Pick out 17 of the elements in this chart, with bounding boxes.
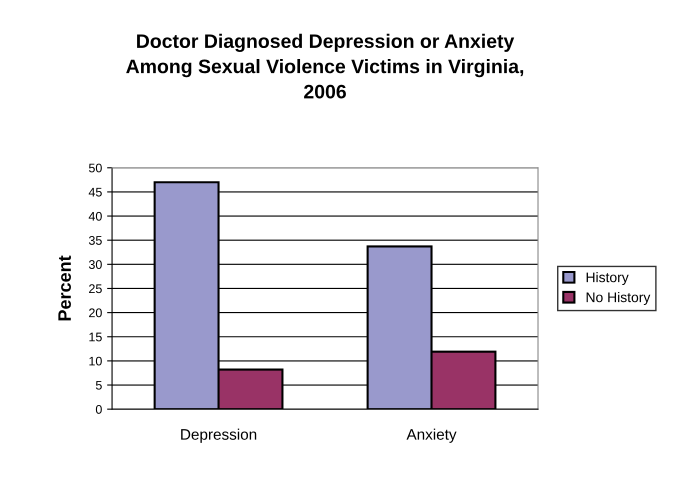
y-tick-label: 40 xyxy=(88,212,102,221)
chart-title: Doctor Diagnosed Depression or Anxiety Among Sexual Violence Victims in Virginia, 2006 xyxy=(126,34,524,99)
y-tick-label: 50 xyxy=(88,164,102,172)
y-tick-label: 15 xyxy=(89,332,102,342)
legend-label: History xyxy=(586,272,629,285)
y-tick-label: 5 xyxy=(96,380,102,390)
y-tick-label: 30 xyxy=(88,260,102,269)
x-tick-label: Anxiety xyxy=(406,428,457,443)
x-tick-label: Depression xyxy=(181,428,256,443)
y-axis-title: Percent xyxy=(58,256,71,320)
legend-label: No History xyxy=(586,292,650,305)
y-tick-label: 25 xyxy=(89,284,102,294)
y-tick-label: 10 xyxy=(89,356,102,366)
y-tick-label: 20 xyxy=(89,308,102,318)
y-tick-label: 0 xyxy=(96,404,102,414)
y-tick-label: 35 xyxy=(88,236,102,245)
y-tick-label: 45 xyxy=(88,188,102,197)
